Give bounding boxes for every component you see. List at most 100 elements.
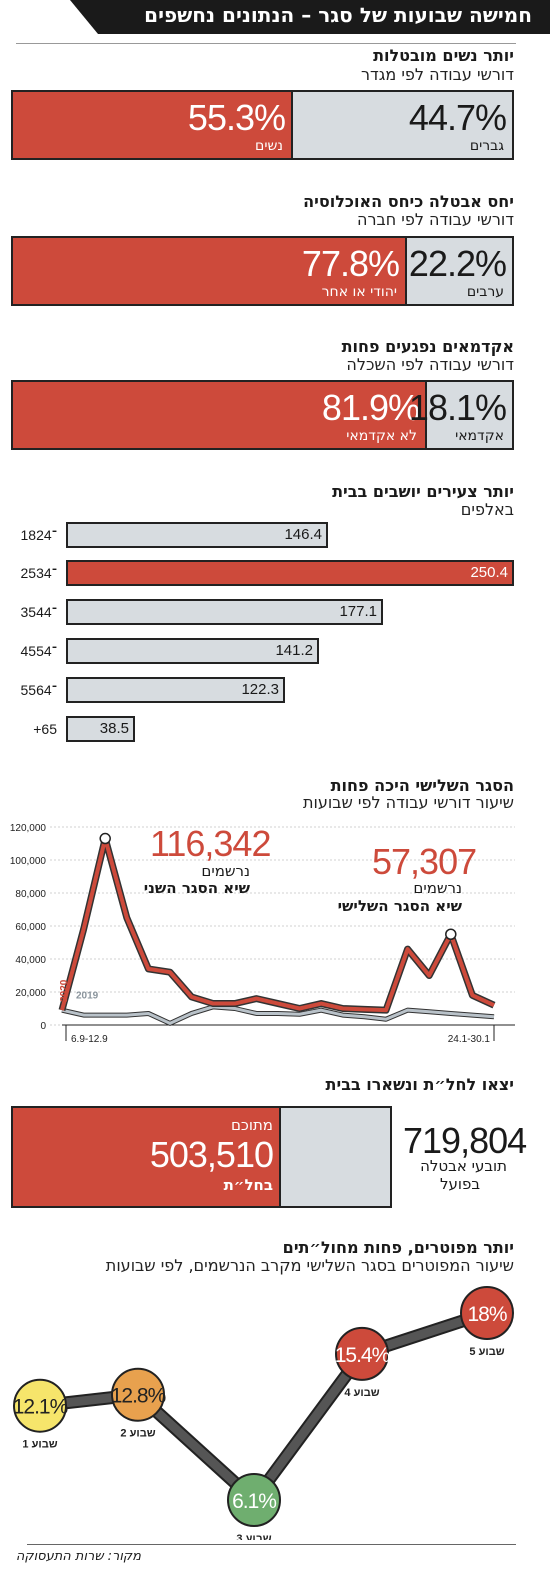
series-2019-line — [61, 1005, 495, 1025]
age-category-label: 18־24 — [20, 527, 57, 543]
weekly-line-chart: 0 20,000 40,000 60,000 80,000 100,000 120,000 6… — [10, 823, 515, 1045]
value-bubble — [13, 1378, 67, 1433]
society-subtitle: דורשי עבודה לפי חברה — [357, 210, 514, 229]
gender-subtitle: דורשי עבודה לפי מגדר — [361, 65, 514, 84]
society-title: יחס אבטלה כיחס האוכלוסיה — [303, 192, 514, 211]
women-pct: 55.3% — [187, 97, 286, 138]
peak1-label: נרשמים — [201, 862, 250, 880]
women-segment: 55.3% נשים — [13, 92, 291, 158]
weekly-title: הסגר השלישי היכה פחות — [330, 776, 514, 795]
arabs-label: ערבים — [466, 284, 504, 300]
divider — [27, 1544, 516, 1545]
gender-title: יותר נשים מובטלות — [373, 46, 514, 65]
nonacademic-label: לא אקדמאי — [346, 428, 417, 444]
y-tick-label: 40,000 — [15, 955, 46, 966]
x-tick-label: 6.9-12.9 — [71, 1034, 108, 1045]
value-bubble — [111, 1367, 165, 1422]
ages-bar-chart: 146.4 18־24 250.4 25־34 177.1 35־44 141.2 45־54… — [0, 518, 550, 748]
bubble-value-label: 12.1% — [13, 1396, 68, 1419]
age-bar — [66, 522, 328, 548]
age-bar — [66, 716, 135, 742]
fired-bubble-chart: 12.1% שבוע 1 12.8% שבוע 2 6.1% שבוע 3 15.4% שבו… — [13, 1286, 514, 1540]
men-pct: 44.7% — [408, 97, 507, 138]
series-2020-line — [60, 836, 495, 1013]
education-split-bar: 81.9% לא אקדמאי 18.1% אקדמאי — [11, 380, 514, 450]
value-bubble — [460, 1286, 514, 1340]
source-note: מקור: שרות התעסוקה — [15, 1549, 141, 1564]
age-category-label: 25־34 — [20, 565, 57, 581]
furlough-segment: מתוכם 503,510 בחל״ת — [13, 1108, 279, 1206]
fired-subtitle: שיעור המפוטרים בסגר השלישי מקרב הנרשמים,… — [105, 1256, 514, 1275]
age-category-label: 45־54 — [20, 643, 57, 659]
men-label: גברים — [469, 138, 504, 154]
women-label: נשים — [255, 138, 283, 154]
age-category-label: 55־64 — [20, 682, 57, 698]
y-tick-label: 100,000 — [10, 856, 47, 867]
bubble-value-label: 18% — [467, 1303, 506, 1326]
education-subtitle: דורשי עבודה לפי השכלה — [346, 355, 514, 374]
x-tick-label: 24.1-30.1 — [448, 1034, 491, 1045]
peak-marker — [445, 928, 457, 940]
peak2-caption: שיא הסגר השלישי — [337, 897, 462, 915]
age-bar-value: 250.4 — [470, 564, 508, 581]
week-label: שבוע 2 — [120, 1428, 155, 1440]
bubble-value-label: 6.1% — [232, 1490, 276, 1513]
arabs-pct: 22.2% — [408, 243, 507, 284]
furlough-total-label-2: בפועל — [439, 1175, 480, 1193]
header-banner — [70, 0, 550, 34]
nonacademic-pct: 81.9% — [321, 387, 420, 428]
value-bubble — [335, 1326, 389, 1381]
age-category-label: +65 — [33, 721, 57, 737]
bubble-value-label: 12.8% — [111, 1385, 166, 1408]
furlough-value: 503,510 — [149, 1134, 274, 1175]
furlough-total-value: 719,804 — [403, 1120, 527, 1161]
ages-title: יותר צעירים יושבים בבית — [332, 482, 514, 501]
jews-label: יהודי או אחר — [321, 284, 397, 300]
gender-split-bar: 55.3% נשים 44.7% גברים — [11, 90, 514, 160]
society-split-bar: 77.8% יהודי או אחר 22.2% ערבים — [11, 236, 514, 306]
peak1-caption: שיא הסגר השני — [143, 879, 250, 897]
age-category-label: 35־44 — [20, 604, 57, 620]
weekly-subtitle: שיעור דורשי עבודה לפי שבועות — [302, 793, 514, 812]
week-label: שבוע 5 — [469, 1346, 504, 1358]
peak2-label: נרשמים — [413, 879, 462, 897]
y-tick-label: 80,000 — [15, 889, 46, 900]
value-bubble — [227, 1473, 281, 1527]
academic-segment: 18.1% אקדמאי — [409, 382, 512, 448]
page-title: חמישה שבועות של סגר – הנתונים נחשפים — [144, 3, 532, 27]
furlough-title: יצאו לחל״ת ונשארו בבית — [325, 1075, 514, 1094]
age-bar-value: 122.3 — [241, 681, 279, 698]
furlough-bar: מתוכם 503,510 בחל״ת — [11, 1106, 392, 1208]
peak-marker — [99, 832, 111, 845]
age-bar-value: 141.2 — [275, 642, 313, 659]
age-bar — [66, 599, 383, 625]
y-tick-label: 20,000 — [15, 988, 46, 999]
furlough-suffix: בחל״ת — [223, 1176, 273, 1194]
fired-title: יותר מפוטרים, פחות מחול״תים — [282, 1238, 514, 1257]
furlough-rest-segment — [279, 1108, 390, 1206]
age-bar-value: 38.5 — [99, 720, 129, 737]
y-tick-label: 120,000 — [10, 823, 47, 834]
y-tick-label: 0 — [40, 1021, 46, 1032]
furlough-prefix: מתוכם — [230, 1116, 273, 1134]
peak2-value: 57,307 — [372, 841, 477, 882]
ages-subtitle: באלפים — [460, 500, 514, 519]
age-bar-value: 177.1 — [339, 603, 377, 620]
academic-pct: 18.1% — [408, 387, 507, 428]
age-bar — [66, 560, 514, 586]
jews-pct: 77.8% — [301, 243, 400, 284]
furlough-total-label-1: תובעי אבטלה — [420, 1157, 507, 1175]
age-bar-value: 146.4 — [284, 526, 322, 543]
age-bar — [66, 638, 319, 664]
arabs-segment: 22.2% ערבים — [405, 238, 512, 304]
week-label: שבוע 1 — [22, 1439, 57, 1451]
week-label: שבוע 4 — [344, 1387, 379, 1399]
bubble-value-label: 15.4% — [335, 1344, 390, 1367]
nonacademic-segment: 81.9% לא אקדמאי — [13, 382, 425, 448]
age-bar — [66, 677, 285, 703]
trend-outline — [39, 1306, 490, 1507]
series-2020-label: 2020 — [59, 979, 70, 1002]
academic-label: אקדמאי — [455, 428, 504, 444]
jews-segment: 77.8% יהודי או אחר — [13, 238, 405, 304]
week-label: שבוע 3 — [236, 1533, 271, 1540]
